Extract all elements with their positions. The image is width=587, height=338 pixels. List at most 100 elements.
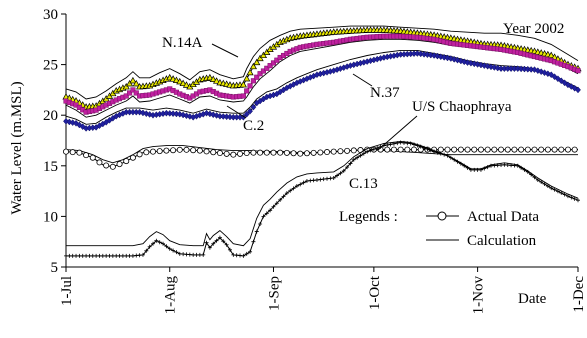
actual-point-n-14a [253, 58, 261, 66]
actual-point-u-s-chaophraya [384, 146, 391, 153]
actual-point-c-13 [104, 253, 109, 258]
actual-point-c-2 [76, 121, 83, 129]
actual-point-u-s-chaophraya [344, 147, 351, 154]
actual-point-u-s-chaophraya [564, 146, 571, 153]
actual-point-c-13 [74, 253, 79, 258]
actual-point-n-37 [257, 71, 263, 77]
actual-point-u-s-chaophraya [129, 154, 136, 161]
actual-point-u-s-chaophraya [210, 149, 217, 156]
actual-point-c-13 [338, 171, 343, 176]
actual-point-c-13 [87, 253, 92, 258]
actual-point-n-37 [244, 88, 250, 94]
actual-point-u-s-chaophraya [498, 146, 505, 153]
actual-point-c-13 [341, 168, 346, 173]
actual-point-c-13 [535, 177, 540, 182]
y-tick-label: 5 [51, 260, 59, 276]
actual-point-u-s-chaophraya [176, 146, 183, 153]
actual-point-c-13 [227, 247, 232, 252]
y-tick-label: 20 [43, 108, 58, 124]
label-n37: N.37 [370, 85, 400, 101]
actual-point-c-13 [361, 151, 366, 156]
year-label: Year 2002 [503, 21, 564, 37]
actual-point-c-2 [575, 86, 581, 94]
actual-point-c-2 [79, 123, 86, 131]
actual-point-u-s-chaophraya [397, 146, 404, 153]
actual-point-c-13 [154, 238, 159, 243]
actual-point-n-14a [182, 81, 191, 88]
actual-point-u-s-chaophraya [551, 146, 558, 153]
actual-point-c-13 [388, 142, 393, 147]
actual-point-c-13 [445, 153, 450, 158]
actual-point-c-2 [457, 57, 464, 65]
actual-point-c-13 [532, 175, 537, 180]
actual-point-c-13 [80, 253, 85, 258]
series-n-37 [63, 33, 581, 118]
actual-point-c-13 [559, 190, 564, 195]
actual-point-c-2 [243, 110, 250, 118]
actual-point-u-s-chaophraya [290, 150, 297, 157]
actual-point-u-s-chaophraya [457, 146, 464, 153]
legend-calc-label: Calculation [467, 233, 537, 249]
actual-point-n-14a [206, 73, 214, 81]
actual-point-c-13 [442, 152, 447, 157]
actual-point-n-37 [130, 87, 136, 93]
actual-point-c-13 [365, 149, 370, 154]
actual-point-c-2 [444, 54, 451, 62]
actual-point-c-13 [201, 252, 206, 257]
actual-point-c-13 [328, 176, 333, 181]
actual-point-u-s-chaophraya [109, 163, 116, 170]
actual-point-c-13 [214, 238, 219, 243]
actual-point-c-13 [144, 248, 149, 253]
actual-point-c-13 [401, 140, 406, 145]
leader-n37 [352, 73, 373, 87]
actual-point-c-13 [358, 153, 363, 158]
actual-point-c-13 [502, 162, 507, 167]
actual-point-c-13 [274, 201, 279, 206]
actual-point-c-2 [565, 81, 571, 89]
actual-point-c-13 [345, 165, 350, 170]
actual-point-c-13 [482, 166, 487, 171]
actual-point-u-s-chaophraya [484, 146, 491, 153]
actual-point-c-13 [194, 252, 199, 257]
actual-point-c-13 [248, 249, 253, 254]
actual-point-c-13 [422, 145, 427, 150]
label-us-chaophraya: U/S Chaophraya [412, 99, 512, 115]
actual-point-c-13 [519, 165, 524, 170]
actual-point-c-13 [525, 169, 530, 174]
actual-point-c-13 [485, 165, 490, 170]
actual-point-c-13 [368, 148, 373, 153]
actual-point-n-37 [575, 68, 581, 74]
actual-point-c-13 [385, 142, 390, 147]
actual-point-u-s-chaophraya [277, 149, 284, 156]
actual-point-c-13 [161, 241, 166, 246]
x-tick-label: 1-Aug [163, 276, 179, 315]
actual-point-c-13 [254, 229, 259, 234]
actual-point-u-s-chaophraya [317, 149, 324, 156]
actual-point-c-2 [437, 53, 444, 61]
actual-point-c-13 [462, 163, 467, 168]
y-tick-label: 15 [43, 159, 58, 175]
actual-point-c-13 [147, 244, 152, 249]
actual-point-c-13 [391, 141, 396, 146]
axes [65, 14, 578, 268]
actual-point-u-s-chaophraya [237, 150, 244, 157]
actual-point-u-s-chaophraya [123, 158, 130, 165]
calc-line-c-2 [65, 49, 579, 125]
actual-point-u-s-chaophraya [76, 149, 83, 156]
actual-point-c-2 [66, 118, 73, 126]
actual-point-u-s-chaophraya [283, 149, 290, 156]
actual-point-c-13 [264, 211, 269, 216]
actual-point-u-s-chaophraya [350, 147, 357, 154]
actual-point-c-13 [164, 244, 169, 249]
actual-point-c-13 [555, 189, 560, 194]
actual-point-u-s-chaophraya [203, 148, 210, 155]
actual-point-u-s-chaophraya [196, 147, 203, 154]
actual-point-c-13 [231, 252, 236, 257]
actual-point-c-13 [472, 167, 477, 172]
y-tick-label: 10 [43, 209, 58, 225]
leader-n14a [211, 43, 239, 58]
actual-point-c-13 [552, 187, 557, 192]
actual-point-u-s-chaophraya [303, 150, 310, 157]
actual-point-c-13 [181, 252, 186, 257]
